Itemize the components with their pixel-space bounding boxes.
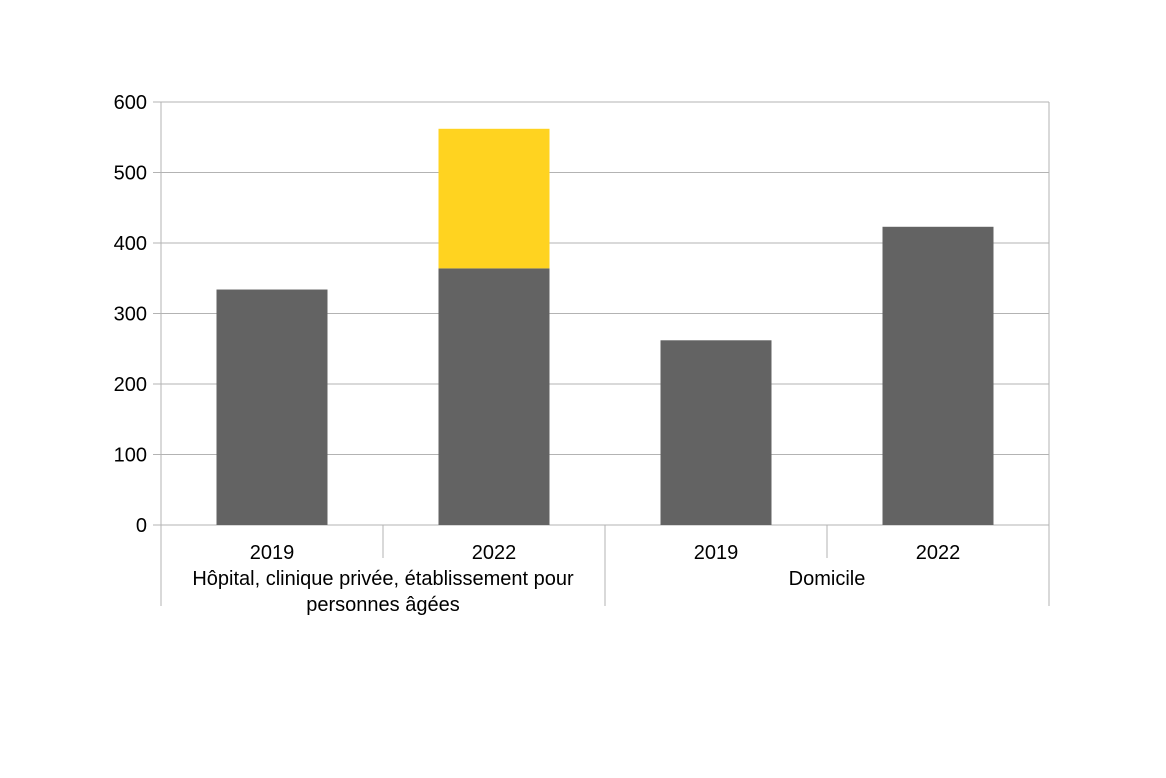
axes <box>160 102 1050 606</box>
bar-3-series-0 <box>882 226 994 525</box>
x-category-label-1: 2022 <box>472 542 517 564</box>
y-tick-label-500: 500 <box>114 163 147 185</box>
bar-1-series-1 <box>438 128 550 269</box>
y-tick-label-400: 400 <box>114 233 147 255</box>
bar-1-series-0 <box>438 268 550 525</box>
bar-0-series-0 <box>216 289 328 525</box>
x-category-label-0: 2019 <box>250 542 295 564</box>
x-category-labels: 2019 2022 2019 2022 <box>250 542 961 564</box>
x-group-label-0-line-1: personnes âgées <box>306 594 459 616</box>
y-tick-label-600: 600 <box>114 92 147 114</box>
x-category-label-3: 2022 <box>916 542 961 564</box>
x-category-label-2: 2019 <box>694 542 739 564</box>
x-group-label-0-line-0: Hôpital, clinique privée, établissement … <box>192 568 574 590</box>
y-tick-label-300: 300 <box>114 304 147 326</box>
bars <box>216 128 994 525</box>
bar-2-series-0 <box>660 340 772 525</box>
y-tick-labels: 0 100 200 300 400 500 600 <box>114 92 147 537</box>
y-tick-label-200: 200 <box>114 374 147 396</box>
x-group-labels: Hôpital, clinique privée, établissement … <box>192 568 865 616</box>
x-group-label-1-line-0: Domicile <box>789 568 866 590</box>
y-tick-label-0: 0 <box>136 515 147 537</box>
y-tick-label-100: 100 <box>114 445 147 467</box>
